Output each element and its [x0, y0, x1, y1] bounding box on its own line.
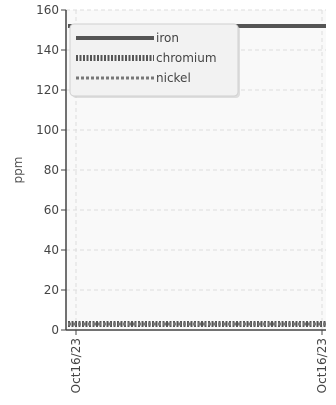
legend: iron chromium nickel: [69, 23, 240, 98]
legend-label-nickel: nickel: [156, 71, 191, 85]
y-tick-label: 20: [44, 283, 59, 297]
y-tick-label: 60: [44, 203, 59, 217]
y-tick-label: 100: [36, 123, 59, 137]
y-axis-ticks: 0 20 40 60 80 100 120 140 160: [36, 3, 66, 337]
y-tick-label: 120: [36, 83, 59, 97]
x-tick-label: Oct16/23: [69, 338, 83, 393]
x-tick-label: Oct16/23: [315, 338, 329, 393]
legend-label-iron: iron: [156, 31, 179, 45]
y-tick-label: 160: [36, 3, 59, 17]
legend-label-chromium: chromium: [156, 51, 217, 65]
y-tick-label: 40: [44, 243, 59, 257]
y-tick-label: 140: [36, 43, 59, 57]
x-axis-ticks: Oct16/23 Oct16/23: [69, 330, 329, 393]
y-tick-label: 0: [51, 323, 59, 337]
y-tick-label: 80: [44, 163, 59, 177]
y-axis-title: ppm: [11, 157, 25, 184]
